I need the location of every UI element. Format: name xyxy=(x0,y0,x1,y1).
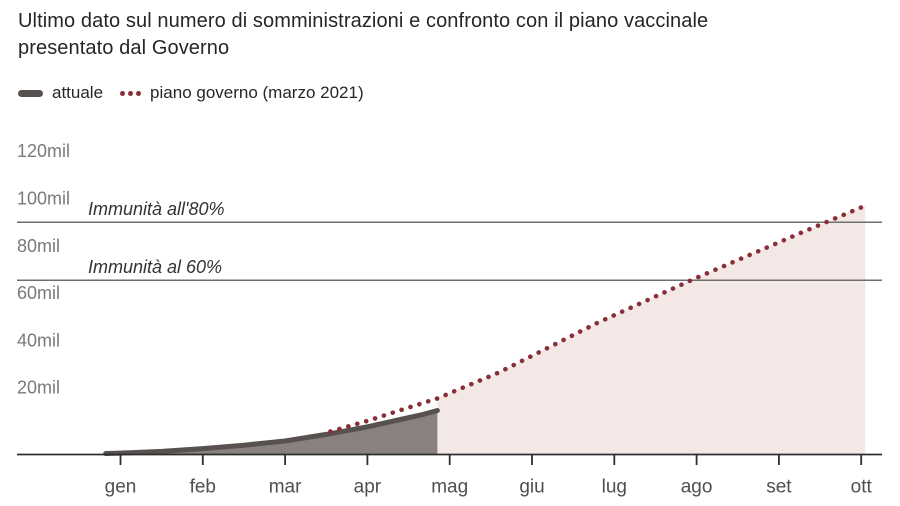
solid-line-swatch-icon xyxy=(18,89,43,97)
dotted-line-swatch-icon xyxy=(120,90,142,96)
x-axis-label-mar: mar xyxy=(269,477,302,498)
y-axis-label-80mil: 80mil xyxy=(17,236,60,256)
attuale-line xyxy=(103,408,440,456)
legend-item-piano-governo: piano governo (marzo 2021) xyxy=(120,83,364,103)
x-axis-label-set: set xyxy=(766,477,792,498)
x-axis-label-ott: ott xyxy=(851,477,873,498)
x-axis-label-apr: apr xyxy=(354,477,382,498)
plan-area-fill xyxy=(437,205,866,454)
plan-dotted-line xyxy=(328,203,868,434)
legend-label-attuale: attuale xyxy=(52,83,104,102)
legend: attuale piano governo (marzo 2021) xyxy=(18,82,364,104)
legend-item-attuale: attuale xyxy=(18,83,103,103)
x-axis-label-feb: feb xyxy=(190,477,216,498)
y-axis-label-120mil: 120mil xyxy=(17,141,70,161)
y-axis-label-20mil: 20mil xyxy=(17,378,60,398)
y-axis-label-40mil: 40mil xyxy=(17,330,60,350)
reference-line-label-0: Immunità all'80% xyxy=(88,199,225,219)
x-axis-label-ago: ago xyxy=(681,477,713,498)
legend-label-piano-governo: piano governo (marzo 2021) xyxy=(150,83,364,102)
attuale-area-fill xyxy=(105,410,438,454)
chart-title-line2: presentato dal Governo xyxy=(18,37,230,59)
x-axis-label-gen: gen xyxy=(105,477,137,498)
chart-title-line1: Ultimo dato sul numero di somministrazio… xyxy=(18,10,709,32)
y-axis-label-60mil: 60mil xyxy=(17,283,60,303)
y-axis-label-100mil: 100mil xyxy=(17,189,70,209)
chart-title: Ultimo dato sul numero di somministrazio… xyxy=(18,8,708,62)
x-axis-label-lug: lug xyxy=(602,477,627,498)
x-axis-label-giu: giu xyxy=(519,477,544,498)
reference-line-label-1: Immunità al 60% xyxy=(88,257,222,277)
x-axis-label-mag: mag xyxy=(431,477,468,498)
